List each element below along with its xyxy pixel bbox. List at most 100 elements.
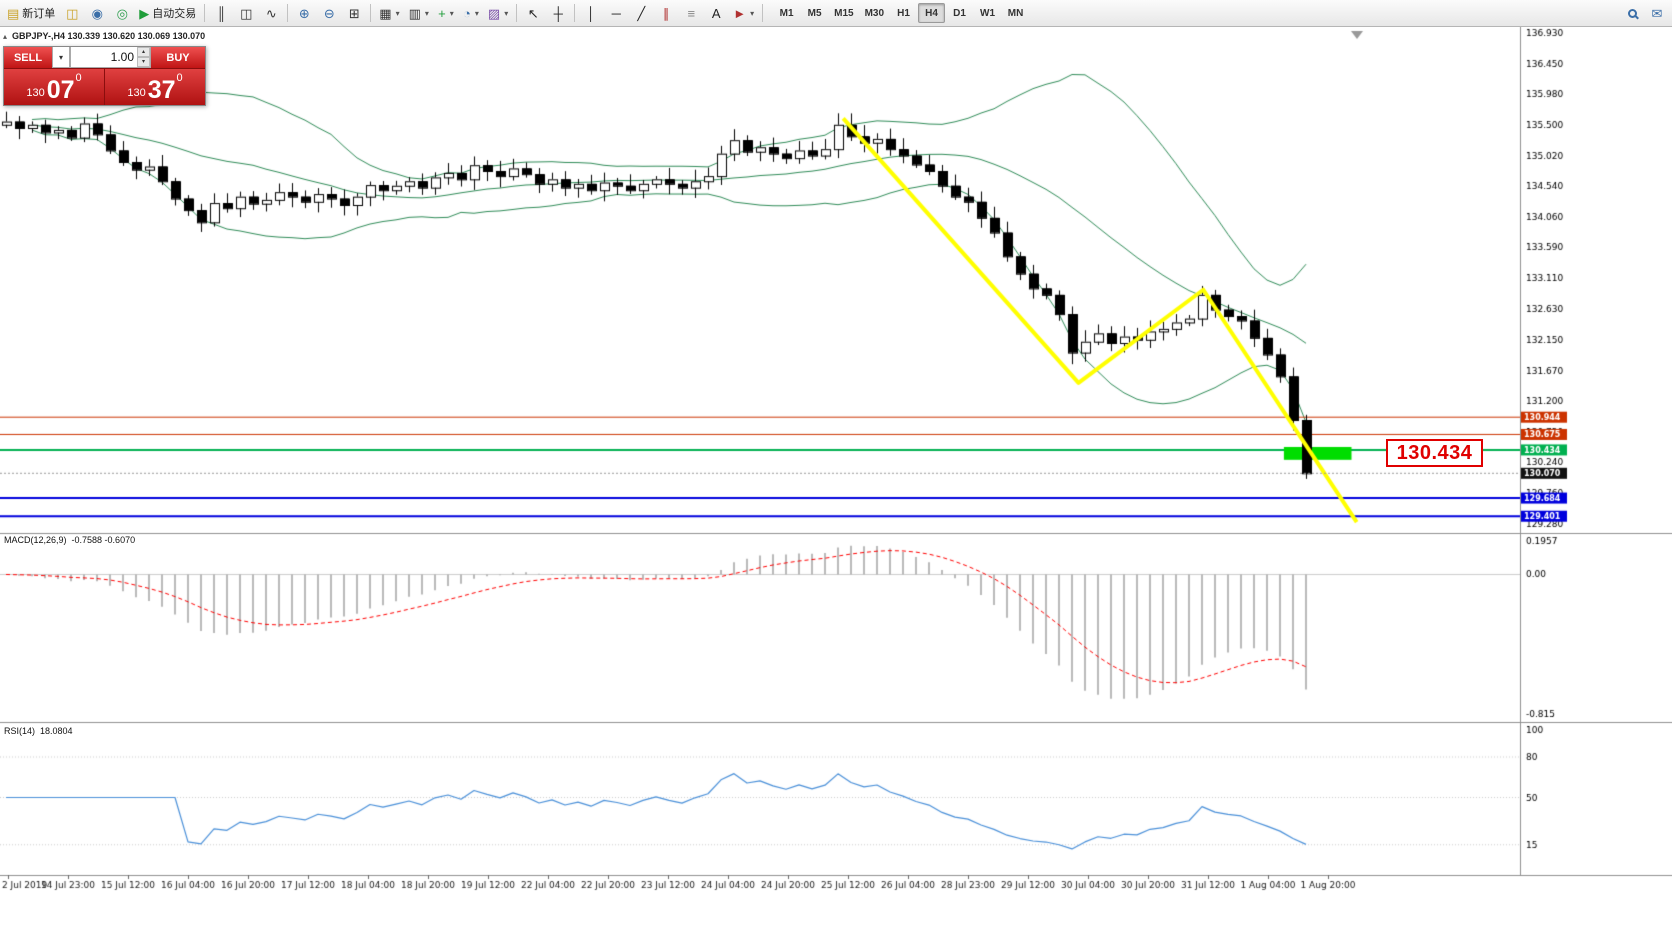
zoom-in-button[interactable]: ⊕ xyxy=(292,2,316,24)
autotrading-button-label: 自动交易 xyxy=(152,8,197,20)
profiles-icon: ▥ xyxy=(408,5,421,21)
rsi-value-text: 18.0804 xyxy=(40,726,73,736)
one-click-trading-panel: SELL ▾ ▴ ▾ BUY 130 07 0 xyxy=(3,46,206,106)
chat-icon: ✉ xyxy=(1651,5,1663,21)
market-watch-icon: ◉ xyxy=(91,5,103,21)
macd-indicator-label: MACD(12,26,9) -0.7588 -0.6070 xyxy=(4,535,135,545)
line-chart-icon: ∿ xyxy=(265,5,277,21)
rsi-label-text: RSI(14) xyxy=(4,726,36,736)
toolbar-separator xyxy=(762,4,764,22)
timeframe-m5[interactable]: M5 xyxy=(807,7,822,19)
zoom-out-icon: ⊖ xyxy=(323,5,335,21)
sell-button[interactable]: SELL xyxy=(4,47,52,68)
timeframe-m15[interactable]: M15 xyxy=(834,7,854,19)
zoom-in-icon: ⊕ xyxy=(298,5,310,21)
crosshair-button[interactable]: ┼ xyxy=(546,2,570,24)
price-chart-canvas[interactable] xyxy=(0,27,1672,949)
timeframe-mn[interactable]: MN xyxy=(1007,7,1024,19)
symbol-info-bar: ▴ GBPJPY-,H4 130.339 130.620 130.069 130… xyxy=(3,31,205,41)
lot-increase-button[interactable]: ▴ xyxy=(137,47,150,57)
vertical-line-icon: │ xyxy=(587,5,596,21)
lot-decrease-button[interactable]: ▾ xyxy=(137,57,150,67)
templates-icon: ▨ xyxy=(487,5,501,21)
toolbar-separator xyxy=(204,4,206,22)
horizontal-line-icon: ─ xyxy=(611,5,621,21)
toolbar-separator xyxy=(574,4,576,22)
lot-size-input[interactable] xyxy=(71,47,150,67)
chevron-down-icon: ▾ xyxy=(474,8,479,18)
timeframe-m1[interactable]: M1 xyxy=(779,7,794,19)
data-window-button[interactable]: ◎ xyxy=(110,2,134,24)
sell-price-prefix: 130 xyxy=(26,87,45,99)
toolbar-separator xyxy=(287,4,289,22)
sell-price-button[interactable]: 130 07 0 xyxy=(4,69,105,105)
trade-panel-collapse-icon[interactable]: ▴ xyxy=(3,31,8,41)
indicators-button[interactable]: + ▾ xyxy=(434,2,458,24)
buy-price-prefix: 130 xyxy=(127,87,146,99)
buy-price-button[interactable]: 130 37 0 xyxy=(105,69,205,105)
sell-price-sup: 0 xyxy=(75,72,82,84)
timeframe-m30[interactable]: M30 xyxy=(864,7,885,19)
candlestick-chart-button[interactable]: ◫ xyxy=(234,2,258,24)
new-order-icon: ▤ xyxy=(7,5,20,21)
lot-dropdown-button[interactable]: ▾ xyxy=(52,47,70,68)
market-watch-button[interactable]: ◉ xyxy=(85,2,109,24)
crosshair-icon: ┼ xyxy=(553,5,563,21)
templates-button[interactable]: ▨ ▾ xyxy=(484,2,512,24)
periods-button[interactable]: ◔ ▾ xyxy=(459,2,483,24)
buy-price-big: 37 xyxy=(147,76,176,104)
chart-profiles-button[interactable]: ◫ xyxy=(60,2,84,24)
fibonacci-icon: ≡ xyxy=(687,5,696,21)
indicators-plus-icon: + xyxy=(438,5,446,21)
profiles-button[interactable]: ▥ ▾ xyxy=(405,2,433,24)
new-order-button[interactable]: ▤ 新订单 xyxy=(3,2,59,24)
text-button[interactable]: A xyxy=(704,2,728,24)
chart-workspace: ▴ GBPJPY-,H4 130.339 130.620 130.069 130… xyxy=(0,27,1672,949)
new-chart-icon: ▦ xyxy=(379,5,392,21)
arrows-button[interactable]: ► ▾ xyxy=(729,2,758,24)
cursor-arrow-icon: ↖ xyxy=(527,5,539,21)
macd-values-text: -0.7588 -0.6070 xyxy=(71,535,136,545)
tile-windows-button[interactable]: ⊞ xyxy=(342,2,366,24)
line-chart-button[interactable]: ∿ xyxy=(259,2,283,24)
chevron-down-icon: ▾ xyxy=(395,8,400,18)
toolbar-separator xyxy=(516,4,518,22)
symbol-ohlc-text: GBPJPY-,H4 130.339 130.620 130.069 130.0… xyxy=(12,31,206,41)
cursor-button[interactable]: ↖ xyxy=(521,2,545,24)
vertical-line-button[interactable]: │ xyxy=(579,2,603,24)
price-annotation-label[interactable]: 130.434 xyxy=(1386,439,1483,467)
chevron-down-icon: ▾ xyxy=(750,8,755,18)
chevron-down-icon: ▾ xyxy=(449,8,454,18)
buy-price-sup: 0 xyxy=(176,72,183,84)
sell-price-big: 07 xyxy=(46,76,75,104)
horizontal-line-button[interactable]: ─ xyxy=(604,2,628,24)
timeframe-h4[interactable]: H4 xyxy=(918,3,946,23)
chart-profiles-icon: ◫ xyxy=(66,5,79,21)
trendline-button[interactable]: ╱ xyxy=(629,2,653,24)
equidistant-channel-button[interactable]: ∥ xyxy=(654,2,678,24)
toolbar-separator xyxy=(370,4,372,22)
autotrading-button[interactable]: ▶ 自动交易 xyxy=(135,2,200,24)
chat-button[interactable]: ✉ xyxy=(1645,2,1669,24)
chevron-down-icon: ▾ xyxy=(504,8,509,18)
search-button[interactable] xyxy=(1620,2,1644,24)
fibonacci-button[interactable]: ≡ xyxy=(679,2,703,24)
timeframe-toolbar: M1 M5 M15 M30 H1 H4 D1 W1 MN xyxy=(773,3,1029,23)
zoom-out-button[interactable]: ⊖ xyxy=(317,2,341,24)
timeframe-w1[interactable]: W1 xyxy=(980,7,996,19)
chevron-down-icon: ▾ xyxy=(424,8,429,18)
timeframe-d1[interactable]: D1 xyxy=(953,7,966,19)
buy-button[interactable]: BUY xyxy=(151,47,205,68)
clock-icon: ◔ xyxy=(462,5,471,21)
trendline-icon: ╱ xyxy=(637,5,646,21)
timeframe-h1[interactable]: H1 xyxy=(897,7,910,19)
data-window-icon: ◎ xyxy=(116,5,128,21)
tile-windows-icon: ⊞ xyxy=(348,5,360,21)
rsi-indicator-label: RSI(14) 18.0804 xyxy=(4,726,73,736)
chevron-down-icon: ▾ xyxy=(58,52,63,62)
bar-chart-button[interactable]: ║ xyxy=(209,2,233,24)
new-chart-button[interactable]: ▦ ▾ xyxy=(375,2,403,24)
new-order-button-label: 新订单 xyxy=(22,8,56,20)
candlestick-chart-icon: ◫ xyxy=(240,5,253,21)
